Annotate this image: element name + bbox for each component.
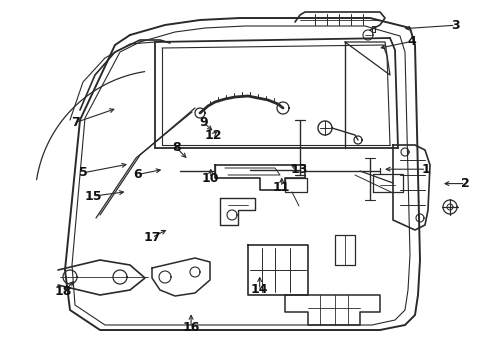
Text: 16: 16	[182, 321, 200, 334]
Text: 14: 14	[251, 283, 269, 296]
Text: 7: 7	[72, 116, 80, 129]
Text: 10: 10	[202, 172, 220, 185]
Text: 1: 1	[422, 163, 431, 176]
Text: 11: 11	[273, 181, 291, 194]
Text: 15: 15	[84, 190, 102, 203]
Text: 4: 4	[407, 35, 416, 48]
Text: 18: 18	[55, 285, 73, 298]
Text: 9: 9	[199, 116, 208, 129]
Text: 12: 12	[204, 129, 222, 141]
Text: 3: 3	[451, 19, 460, 32]
Text: 2: 2	[461, 177, 470, 190]
Text: 5: 5	[79, 166, 88, 179]
Text: 8: 8	[172, 141, 181, 154]
Text: 6: 6	[133, 168, 142, 181]
Text: 13: 13	[290, 163, 308, 176]
Text: 17: 17	[143, 231, 161, 244]
